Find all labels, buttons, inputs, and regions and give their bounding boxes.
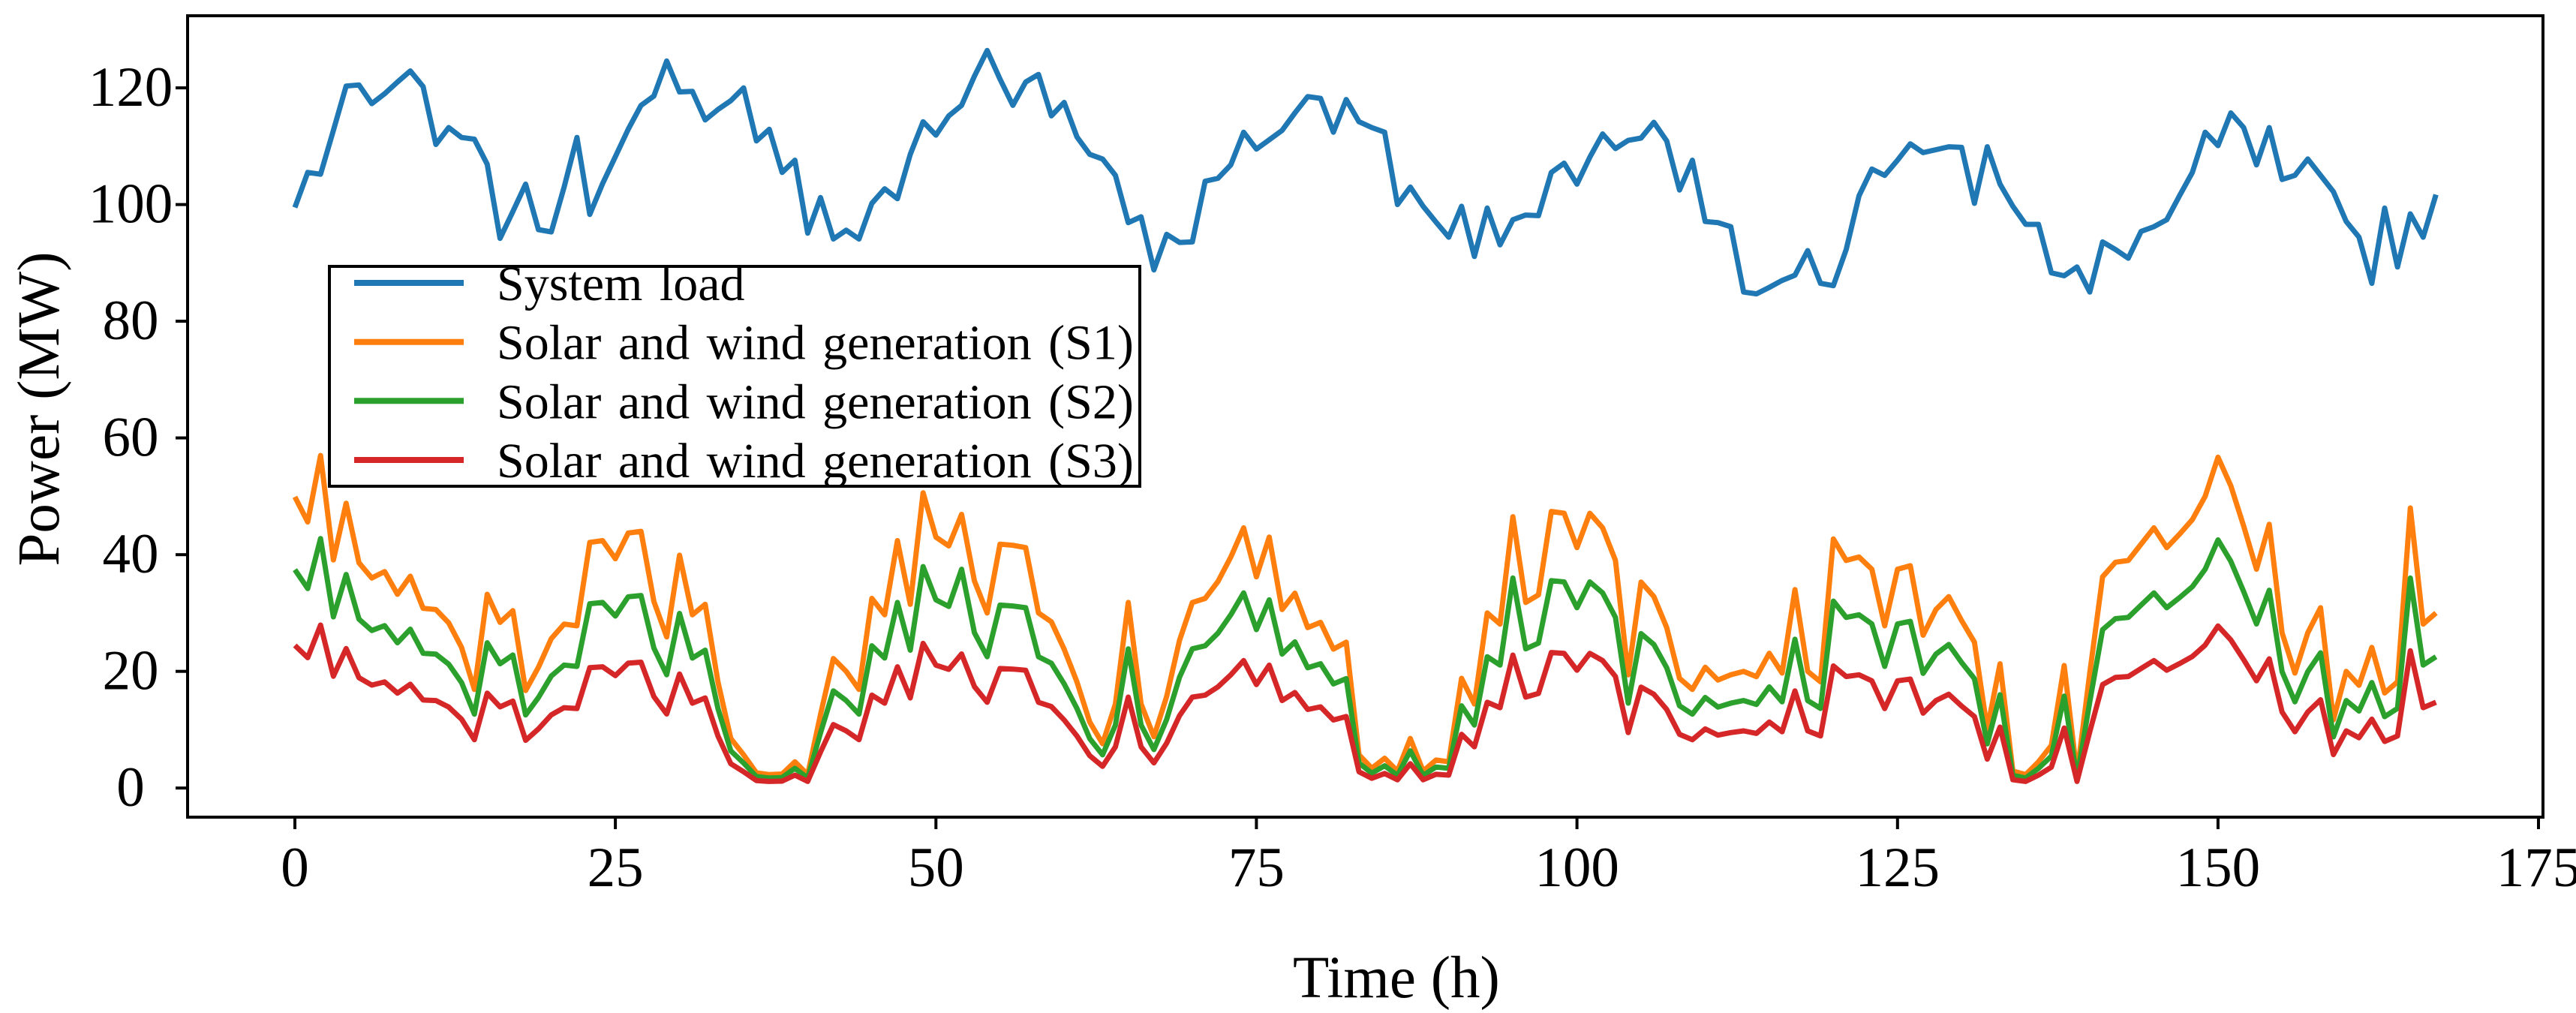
svg-text:100: 100 [89, 173, 173, 236]
svg-text:60: 60 [103, 407, 159, 469]
svg-text:Time (h): Time (h) [1293, 945, 1500, 1011]
svg-text:75: 75 [1228, 837, 1285, 899]
svg-text:120: 120 [89, 56, 173, 119]
svg-text:40: 40 [103, 523, 159, 585]
svg-text:0: 0 [281, 837, 309, 899]
svg-text:80: 80 [103, 290, 159, 352]
svg-text:175: 175 [2496, 837, 2576, 899]
svg-text:100: 100 [1534, 837, 1619, 899]
svg-text:Solar and wind generation (S2): Solar and wind generation (S2) [497, 374, 1134, 429]
svg-text:System load: System load [497, 257, 745, 311]
svg-text:Solar and wind generation (S1): Solar and wind generation (S1) [497, 316, 1134, 371]
svg-text:25: 25 [588, 837, 644, 899]
svg-text:50: 50 [908, 837, 964, 899]
svg-text:Solar and wind generation (S3): Solar and wind generation (S3) [497, 434, 1134, 488]
svg-text:125: 125 [1856, 837, 1940, 899]
svg-text:Power (MW): Power (MW) [7, 251, 72, 566]
svg-text:150: 150 [2176, 837, 2261, 899]
svg-text:20: 20 [103, 640, 159, 702]
svg-text:0: 0 [116, 756, 145, 819]
